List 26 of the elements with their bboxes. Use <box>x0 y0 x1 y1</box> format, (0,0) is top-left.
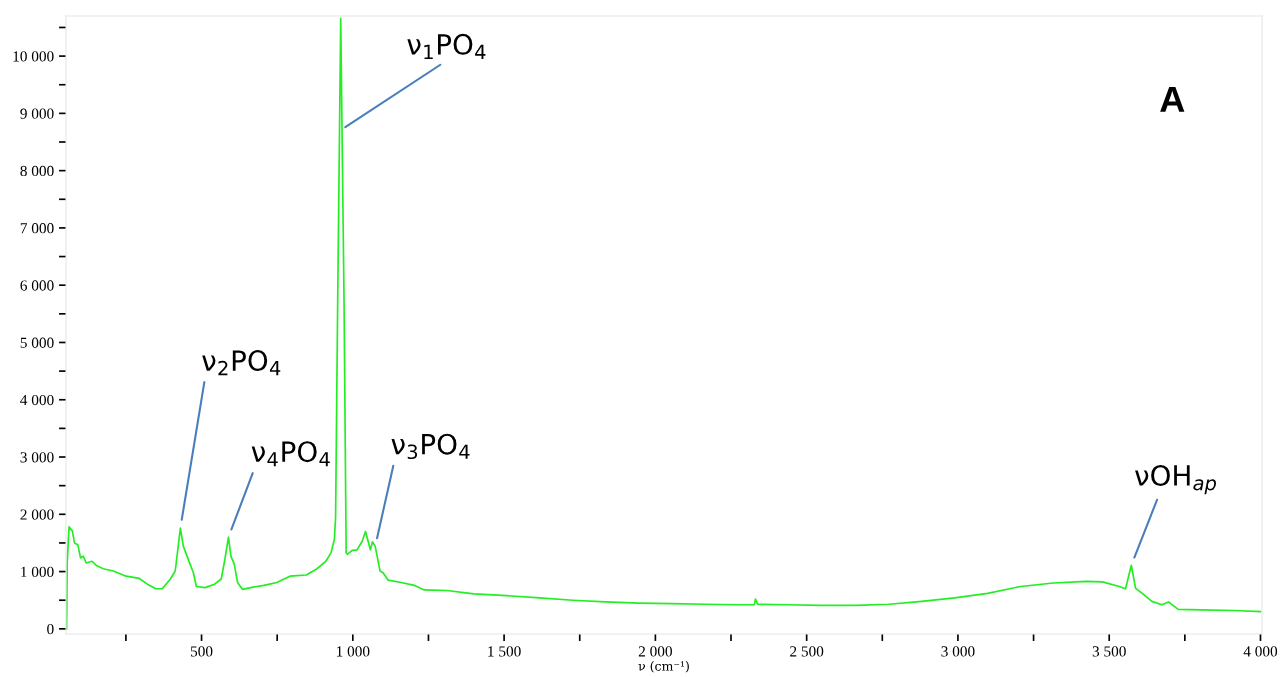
x-tick-label: 1 000 <box>336 646 370 657</box>
y-tick-label: 5 000 <box>20 337 54 348</box>
x-tick-label: 3 500 <box>1092 646 1126 657</box>
x-tick-label: 500 <box>190 646 213 657</box>
y-tick-label: 9 000 <box>20 108 54 119</box>
annotation: ν$_{4}$PO$_{4}$ <box>251 441 330 467</box>
y-tick-label: 4 000 <box>20 394 54 406</box>
y-tick-label: 0 <box>47 623 54 635</box>
x-tick-label: 1 500 <box>488 646 521 657</box>
x-tick-label: 4 000 <box>1243 646 1278 657</box>
annotation: ν$_{3}$PO$_{4}$ <box>391 433 470 460</box>
y-tick-label: 8 000 <box>20 165 54 177</box>
y-tick-label: 10 000 <box>13 51 54 62</box>
y-tick-label: 3 000 <box>20 452 54 463</box>
x-axis-title: ν (cm⁻¹) <box>638 661 689 673</box>
y-tick-label: 1 000 <box>21 566 54 578</box>
y-tick-label: 2 000 <box>20 509 54 520</box>
y-tick-label: 6 000 <box>20 280 54 291</box>
y-tick-label: 7 000 <box>20 223 54 234</box>
x-tick-label: 2 500 <box>790 646 824 657</box>
annotation: ν$_{2}$PO$_{4}$ <box>202 350 281 376</box>
x-tick-label: 3 000 <box>941 646 975 657</box>
annotation: νOH$_{ap}$ <box>1135 464 1216 495</box>
annotation: A <box>1160 87 1185 112</box>
annotation: ν$_{1}$PO$_{4}$ <box>407 33 486 60</box>
x-tick-label: 2 000 <box>638 646 672 657</box>
